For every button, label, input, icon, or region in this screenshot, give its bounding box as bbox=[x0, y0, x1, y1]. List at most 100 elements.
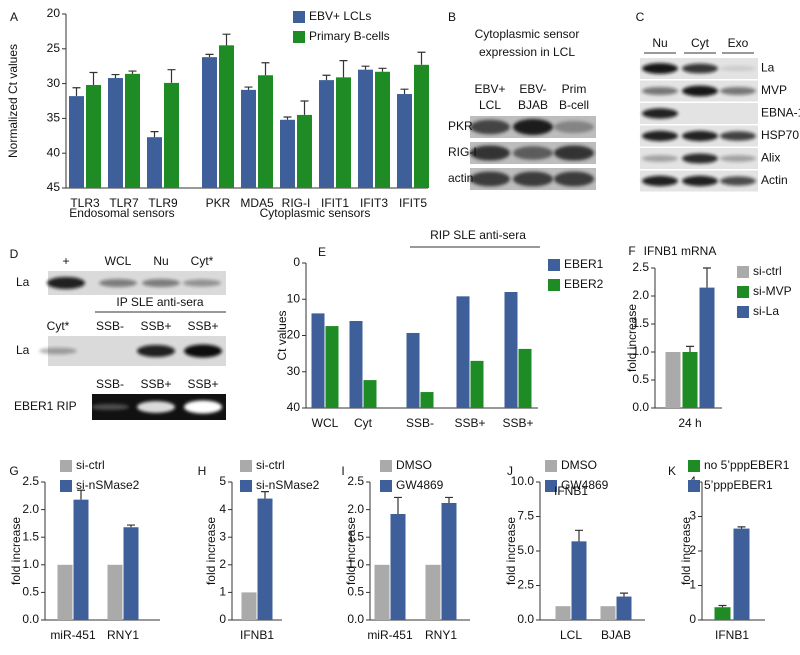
lane-label: SSB+ bbox=[187, 377, 218, 391]
legend-label: si-ctrl bbox=[753, 264, 782, 278]
error-bar bbox=[261, 62, 270, 76]
blot-band bbox=[99, 278, 137, 288]
error-bar bbox=[300, 100, 309, 115]
y-tick-label: 0.0 bbox=[632, 400, 649, 414]
blot-band bbox=[682, 175, 718, 187]
x-tick-label: BJAB bbox=[601, 628, 631, 642]
bar bbox=[358, 69, 373, 188]
y-axis-label: fold increase bbox=[625, 304, 639, 372]
x-tick-label: TLR7 bbox=[109, 196, 139, 210]
y-tick-label: 1 bbox=[689, 578, 696, 592]
lane-label: EBV+ bbox=[474, 82, 505, 96]
y-tick-label: 2.5 bbox=[517, 578, 534, 592]
bar bbox=[406, 332, 420, 408]
legend-swatch bbox=[737, 266, 749, 278]
y-tick-label: 0.5 bbox=[347, 585, 364, 599]
blot-band bbox=[554, 171, 594, 187]
y-tick-label: 5.0 bbox=[517, 543, 534, 557]
row-label: La bbox=[16, 343, 30, 357]
bar bbox=[319, 80, 334, 188]
x-tick-label: IFNB1 bbox=[240, 628, 274, 642]
legend-swatch bbox=[380, 480, 392, 492]
error-bar bbox=[244, 86, 253, 90]
y-tick-label: 4 bbox=[219, 502, 226, 516]
bar bbox=[325, 326, 339, 408]
legend-swatch bbox=[737, 306, 749, 318]
legend-label: GW4869 bbox=[396, 478, 444, 492]
chart-title: IFNB1 mRNA bbox=[644, 244, 717, 258]
y-tick-label: 25 bbox=[47, 41, 61, 55]
y-tick-label: 45 bbox=[47, 180, 61, 194]
row-label: MVP bbox=[761, 83, 787, 97]
x-tick-label: RNY1 bbox=[425, 628, 457, 642]
legend-swatch bbox=[293, 11, 305, 23]
y-tick-label: 0.0 bbox=[347, 612, 364, 626]
y-tick-label: 2.0 bbox=[22, 502, 39, 516]
y-tick-label: 0 bbox=[293, 255, 300, 269]
y-tick-label: 10 bbox=[287, 291, 301, 305]
lane-label: BJAB bbox=[518, 98, 548, 112]
error-bar bbox=[77, 489, 85, 500]
error-bar bbox=[167, 69, 176, 83]
legend-label: EBER2 bbox=[564, 277, 604, 291]
bar bbox=[441, 502, 457, 620]
y-tick-label: 5 bbox=[219, 474, 226, 488]
blot-strip bbox=[640, 103, 758, 124]
y-tick-label: 2.0 bbox=[347, 502, 364, 516]
y-tick-label: 0 bbox=[689, 612, 696, 626]
panel-letter: H bbox=[198, 464, 207, 478]
blot-band bbox=[184, 400, 222, 414]
panel-letter: C bbox=[636, 10, 645, 24]
lane-label: Cyt* bbox=[47, 319, 70, 333]
chart-title: IFNB1 bbox=[554, 484, 588, 498]
bar bbox=[164, 82, 179, 188]
lane-label: SSB- bbox=[96, 377, 124, 391]
legend-swatch bbox=[240, 460, 252, 472]
lane-label: SSB+ bbox=[187, 319, 218, 333]
blot-band bbox=[720, 131, 756, 141]
bar bbox=[202, 57, 217, 188]
legend-label: EBV+ LCLs bbox=[309, 9, 371, 23]
bar bbox=[504, 292, 518, 408]
bar bbox=[390, 514, 406, 620]
bar bbox=[518, 348, 532, 408]
blot-band bbox=[470, 145, 510, 161]
bar bbox=[311, 313, 325, 408]
legend-label: GW4869 bbox=[561, 478, 609, 492]
y-tick-label: 7.5 bbox=[517, 509, 534, 523]
error-bar bbox=[205, 53, 214, 58]
row-label: La bbox=[761, 61, 775, 75]
y-tick-label: 20 bbox=[47, 6, 61, 20]
row-label: Alix bbox=[761, 151, 780, 165]
x-tick-label: RNY1 bbox=[107, 628, 139, 642]
y-tick-label: 2 bbox=[689, 543, 696, 557]
y-tick-label: 0.0 bbox=[517, 612, 534, 626]
panel-letter: E bbox=[318, 245, 326, 259]
bar bbox=[108, 78, 123, 188]
blot-band bbox=[470, 171, 510, 187]
bar bbox=[425, 564, 441, 620]
y-tick-label: 2.0 bbox=[632, 288, 649, 302]
bar bbox=[297, 114, 312, 188]
blot-band bbox=[184, 344, 222, 358]
legend-label: Primary B-cells bbox=[309, 29, 390, 43]
lane-label: SSB+ bbox=[140, 377, 171, 391]
blot-band bbox=[137, 401, 175, 413]
bar bbox=[470, 360, 484, 408]
y-tick-label: 40 bbox=[287, 400, 301, 414]
lane-label: SSB+ bbox=[140, 319, 171, 333]
x-tick-label: 24 h bbox=[678, 416, 701, 430]
error-bar bbox=[261, 491, 269, 499]
blot-band bbox=[682, 130, 718, 142]
row-label: actin bbox=[448, 171, 473, 185]
legend-swatch bbox=[688, 460, 700, 472]
bar bbox=[665, 352, 681, 408]
y-tick-label: 30 bbox=[287, 364, 301, 378]
x-tick-label: RIG-I bbox=[282, 196, 311, 210]
error-bar bbox=[686, 345, 694, 352]
bar bbox=[219, 45, 234, 188]
panel-letter: I bbox=[341, 464, 344, 478]
x-tick-label: IFIT3 bbox=[360, 196, 388, 210]
y-axis-label: fold increase bbox=[504, 517, 518, 585]
row-label: PKR bbox=[448, 119, 473, 133]
